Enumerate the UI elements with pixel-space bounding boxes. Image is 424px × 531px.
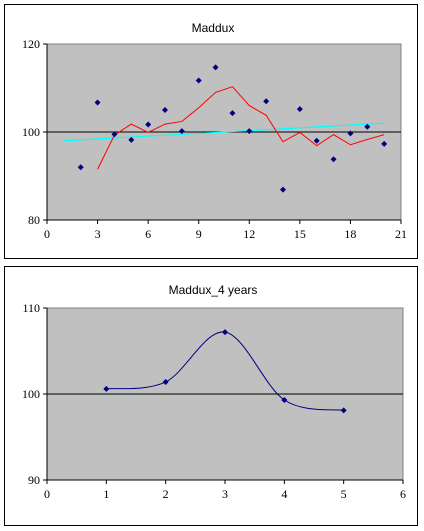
data-point (212, 64, 219, 71)
x-tick-label: 2 (163, 487, 169, 501)
data-point (364, 123, 371, 130)
x-tick-label: 15 (294, 227, 306, 241)
chart-title: Maddux_4 years (169, 283, 258, 297)
x-tick-label: 3 (95, 227, 101, 241)
data-point (280, 186, 286, 193)
data-point (246, 128, 253, 135)
y-tick-label: 100 (22, 125, 40, 139)
data-point (178, 128, 185, 135)
maddux-chart: Maddux 80 100 120 0 3 6 9 12 15 18 21 (22, 21, 407, 241)
x-tick-label: 21 (395, 227, 407, 241)
y-tick-label: 120 (22, 37, 40, 51)
x-tick-label: 0 (44, 227, 50, 241)
data-point (296, 106, 303, 113)
data-point (103, 385, 110, 392)
x-tick-label: 18 (344, 227, 356, 241)
moving-average-line (97, 86, 385, 170)
x-tick-label: 3 (222, 487, 228, 501)
chart-title: Maddux (192, 21, 235, 35)
data-point (77, 164, 84, 171)
x-tick-label: 5 (341, 487, 347, 501)
data-point (94, 99, 101, 106)
x-tick-label: 1 (103, 487, 109, 501)
chart-panel-maddux: Maddux 80 100 120 0 3 6 9 12 15 18 21 (4, 4, 418, 259)
x-tick-label: 9 (196, 227, 202, 241)
data-point (145, 121, 152, 128)
x-tick-label: 6 (145, 227, 151, 241)
x-tick-label: 0 (44, 487, 50, 501)
data-point (162, 107, 168, 113)
chart-panel-maddux-4-years: Maddux_4 years 90 100 110 0 1 2 3 4 5 6 (4, 266, 418, 526)
x-tick-label: 6 (400, 487, 406, 501)
y-tick-label: 80 (28, 213, 40, 227)
y-tick-label: 100 (22, 387, 40, 401)
data-point (281, 397, 288, 404)
data-point (111, 131, 118, 138)
data-point (128, 136, 135, 143)
data-point (313, 137, 320, 144)
maddux-4-years-chart: Maddux_4 years 90 100 110 0 1 2 3 4 5 6 (22, 283, 406, 501)
data-point (340, 407, 347, 414)
data-point (263, 98, 270, 105)
data-point (195, 77, 202, 84)
y-tick-label: 90 (28, 473, 40, 487)
data-point (162, 378, 169, 385)
x-tick-label: 4 (281, 487, 287, 501)
x-tick-label: 12 (243, 227, 255, 241)
data-point (222, 329, 228, 336)
y-tick-label: 110 (22, 301, 40, 315)
data-point (330, 156, 337, 163)
data-point (229, 110, 236, 117)
data-point (347, 130, 354, 137)
data-point (381, 140, 388, 147)
trend-line (63, 122, 385, 142)
